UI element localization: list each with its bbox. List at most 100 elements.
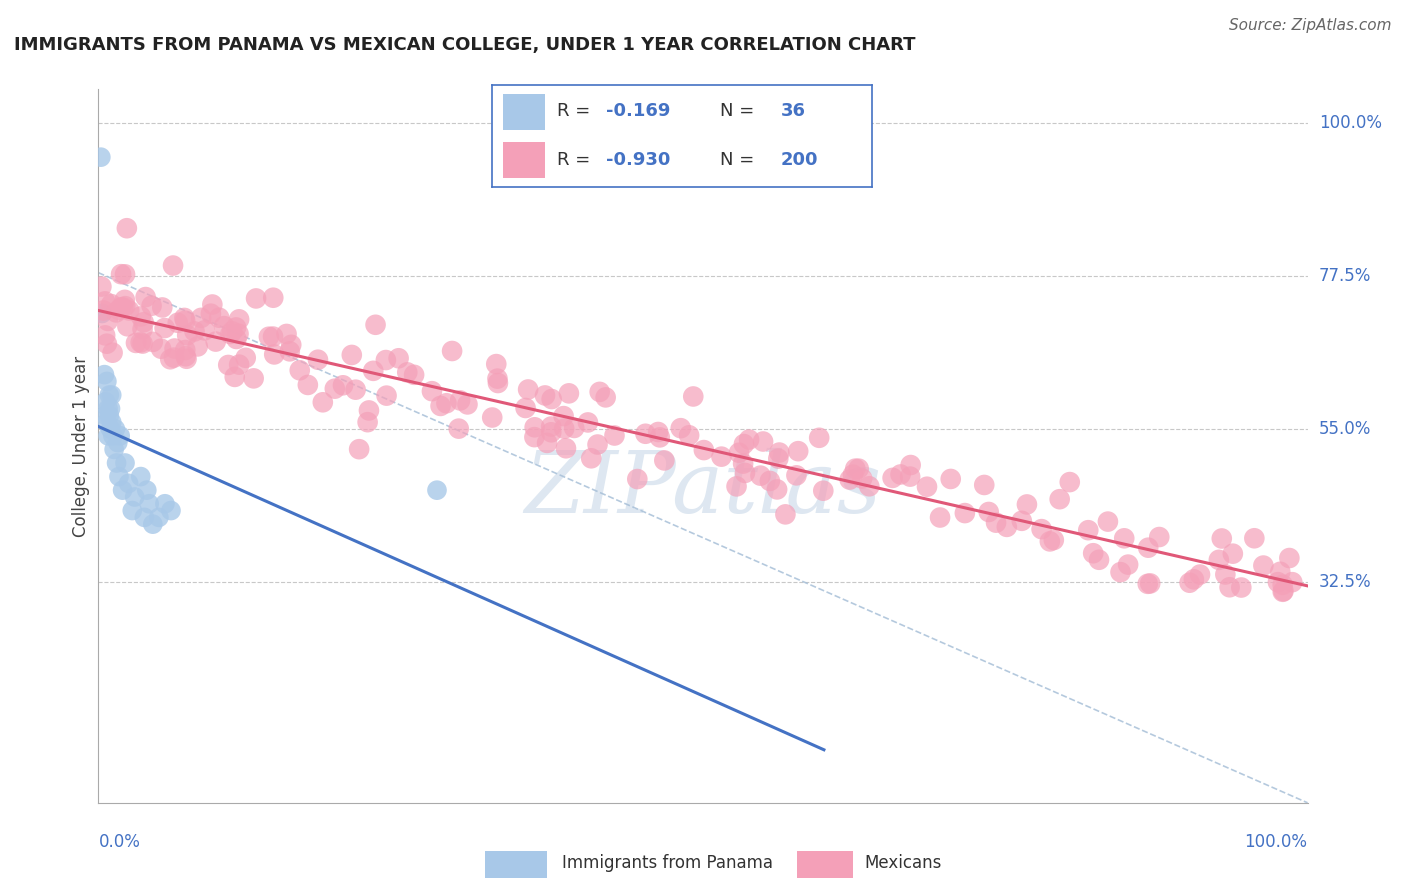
Point xyxy=(882,471,904,485)
Point xyxy=(1149,530,1171,544)
Point xyxy=(101,429,124,443)
Point xyxy=(842,467,865,482)
Point xyxy=(176,351,198,366)
Point xyxy=(91,306,114,320)
Point xyxy=(562,421,585,435)
Point xyxy=(693,443,716,458)
Point xyxy=(768,445,790,459)
Point xyxy=(1272,584,1295,599)
Point xyxy=(111,483,134,498)
Point xyxy=(848,461,870,475)
Point xyxy=(194,323,217,337)
Text: Source: ZipAtlas.com: Source: ZipAtlas.com xyxy=(1229,18,1392,33)
Point xyxy=(787,444,810,458)
Point xyxy=(652,453,675,467)
Point xyxy=(759,474,782,488)
Point xyxy=(426,483,449,498)
Point xyxy=(844,461,866,475)
Point xyxy=(1188,567,1211,582)
Text: 100.0%: 100.0% xyxy=(1244,833,1308,851)
Point xyxy=(323,382,346,396)
Point xyxy=(1219,580,1241,594)
Point xyxy=(851,471,873,485)
Point xyxy=(1139,576,1161,591)
Point xyxy=(97,314,120,328)
Text: -0.930: -0.930 xyxy=(606,151,671,169)
Point xyxy=(115,221,138,235)
Point xyxy=(523,430,546,444)
Point xyxy=(449,393,471,408)
Point xyxy=(481,410,503,425)
Point xyxy=(634,426,657,441)
Point xyxy=(813,483,835,498)
Text: 77.5%: 77.5% xyxy=(1319,267,1371,285)
Text: 55.0%: 55.0% xyxy=(1319,420,1371,438)
Point xyxy=(710,450,733,464)
Point xyxy=(276,326,298,341)
Bar xyxy=(503,94,546,130)
Point xyxy=(1097,515,1119,529)
Point xyxy=(125,335,148,350)
Point xyxy=(581,451,603,466)
Point xyxy=(204,334,226,349)
Point xyxy=(766,483,789,497)
Point xyxy=(1088,553,1111,567)
Point xyxy=(90,150,112,164)
Point xyxy=(361,364,384,378)
Point xyxy=(1137,541,1160,555)
Point xyxy=(117,319,139,334)
Point xyxy=(953,506,976,520)
Point xyxy=(132,315,155,329)
Point xyxy=(1278,551,1301,566)
Point xyxy=(734,466,756,480)
Point xyxy=(160,503,183,517)
Point xyxy=(1222,547,1244,561)
Point xyxy=(94,409,117,423)
Point xyxy=(107,302,129,317)
Point xyxy=(97,401,120,416)
Point xyxy=(1049,492,1071,507)
Point xyxy=(138,497,160,511)
Point xyxy=(1211,532,1233,546)
Point xyxy=(436,396,458,410)
Point xyxy=(93,368,115,382)
Point xyxy=(749,468,772,483)
Point xyxy=(131,336,153,351)
Point xyxy=(153,321,176,335)
Point xyxy=(118,476,141,491)
Point xyxy=(456,397,478,411)
Point xyxy=(173,310,195,325)
Point xyxy=(183,325,205,339)
Point xyxy=(141,299,163,313)
Point xyxy=(228,326,250,341)
Point xyxy=(553,409,575,423)
Point xyxy=(217,358,239,372)
Point xyxy=(388,351,411,366)
Text: 200: 200 xyxy=(780,151,818,169)
Point xyxy=(280,338,302,352)
Point xyxy=(486,371,509,385)
Point xyxy=(995,520,1018,534)
Point xyxy=(540,392,562,406)
Text: R =: R = xyxy=(557,103,596,120)
Point xyxy=(485,357,508,371)
Point xyxy=(100,415,122,429)
Point xyxy=(889,467,911,482)
Point xyxy=(208,310,231,325)
Point xyxy=(176,328,198,343)
Point xyxy=(356,415,378,429)
Point xyxy=(540,425,562,440)
Point xyxy=(257,329,280,343)
Point xyxy=(939,472,962,486)
Point xyxy=(262,329,284,343)
Point xyxy=(148,510,170,524)
Point xyxy=(1243,531,1265,545)
Point xyxy=(96,415,118,429)
Point xyxy=(262,291,284,305)
Point xyxy=(540,419,562,434)
Point xyxy=(648,430,671,444)
Point xyxy=(307,352,329,367)
Point xyxy=(118,303,141,318)
Point xyxy=(288,363,311,377)
Point xyxy=(523,420,546,434)
